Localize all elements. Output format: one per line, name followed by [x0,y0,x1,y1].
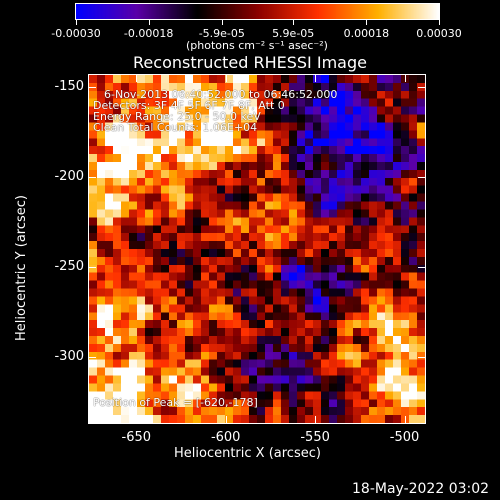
y-tick-mark [88,176,96,178]
annotation-time-range: 6-Nov-2013 06:40:52.000 to 06:46:52.000 [104,88,338,101]
y-tick-mark [88,267,96,269]
x-tick-mark [315,416,317,424]
colorbar-tick-label: -5.9e-05 [198,27,245,40]
x-tick-mark [404,416,406,424]
y-tick-mark [88,357,96,359]
plot-frame [88,74,426,424]
x-tick-mark [315,74,317,82]
colorbar-tick-mark [366,20,368,25]
x-tick-mark [225,416,227,424]
x-tick-mark [136,74,138,82]
colorbar-tick-mark [439,20,440,25]
colorbar-tick-label: 0.00030 [416,27,462,40]
colorbar-tick-label: -0.00030 [51,27,101,40]
x-tick-label: -550 [300,430,330,445]
y-tick-label: -300 [54,349,84,365]
colorbar [75,3,440,20]
colorbar-tick-mark [76,20,77,25]
y-tick-mark [418,86,426,88]
annotation-clean: Clean Total Counts: 1.06E+04 [93,121,258,134]
colorbar-tick-mark [221,20,223,25]
colorbar-tick-label: 0.00018 [343,27,390,40]
x-tick-label: -600 [210,430,241,445]
y-tick-label: -250 [54,259,84,275]
y-tick-mark [418,176,426,178]
colorbar-tick-label: -0.00018 [123,27,174,40]
x-tick-mark [225,74,227,82]
x-axis-label: Heliocentric X (arcsec) [174,446,321,461]
y-tick-label: -150 [54,78,84,94]
footer-timestamp: 18-May-2022 03:02 [352,481,490,497]
colorbar-tick-mark [148,20,150,25]
rhessi-image-map [89,75,425,423]
y-tick-label: -200 [54,168,84,184]
colorbar-units-label: (photons cm⁻² s⁻¹ asec⁻²) [186,39,328,52]
y-axis-label: Heliocentric Y (arcsec) [14,195,29,341]
x-tick-mark [136,416,138,424]
annotation-energy-range: Energy Range: 25.0 - 50.0 keV [93,110,261,123]
y-tick-mark [88,86,96,88]
plot-title: Reconstructed RHESSI Image [133,53,367,72]
annotation-peak-position: Position of Peak = [-620,-178] [93,396,258,409]
colorbar-tick-mark [293,20,295,25]
y-tick-mark [418,357,426,359]
y-tick-mark [418,267,426,269]
colorbar-tick-label: 5.9e-05 [272,27,315,40]
x-tick-label: -650 [121,430,152,445]
x-tick-label: -500 [389,430,420,445]
x-tick-mark [404,74,406,82]
annotation-detectors: Detectors: 3F 4F 5F 6F 7F 8F, Att 0 [93,99,285,112]
